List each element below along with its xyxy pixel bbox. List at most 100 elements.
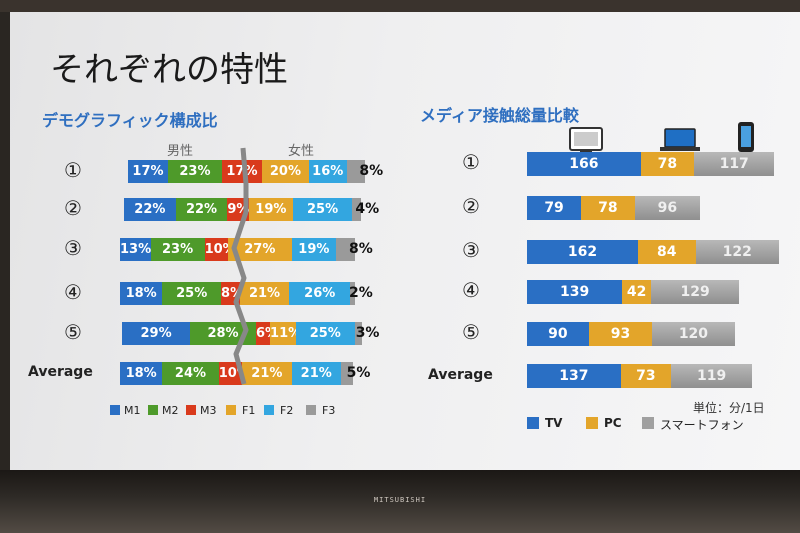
media-row-label: Average bbox=[428, 367, 493, 383]
demographic-bar-segment: 17% bbox=[222, 160, 262, 183]
media-bar-segment: 162 bbox=[527, 240, 638, 264]
demographic-bar-segment bbox=[350, 282, 355, 305]
smartphone-icon bbox=[738, 122, 754, 152]
legend-swatch-smartphone bbox=[642, 417, 654, 429]
gender-divider-line bbox=[231, 147, 249, 385]
demographic-bar-segment: 21% bbox=[242, 362, 292, 385]
demographic-bar-segment: 10% bbox=[204, 238, 236, 261]
legend-label-tv: TV bbox=[545, 416, 563, 430]
media-row-label: ③ bbox=[462, 238, 480, 262]
demographic-bar-segment: 24% bbox=[162, 362, 219, 385]
legend-label-m1: M1 bbox=[124, 404, 141, 417]
media-bar-segment: 166 bbox=[527, 152, 641, 176]
legend-swatch-tv bbox=[527, 417, 539, 429]
demographic-bar-segment bbox=[354, 322, 362, 345]
media-row-label: ② bbox=[462, 194, 480, 218]
demographic-bar-segment: 19% bbox=[291, 238, 337, 261]
demographic-bar-segment: 18% bbox=[120, 282, 163, 305]
demographic-bar-segment bbox=[336, 238, 355, 261]
legend-label-f2: F2 bbox=[280, 404, 294, 417]
demographic-bar-segment bbox=[340, 362, 353, 385]
demographic-bar-segment: 20% bbox=[261, 160, 309, 183]
demographic-bar-segment: 21% bbox=[291, 362, 341, 385]
demographic-bar-segment: 25% bbox=[293, 198, 352, 221]
presentation-slide: それぞれの特性 デモグラフィック構成比 メディア接触総量比較 男性 女性 単位：… bbox=[10, 12, 800, 470]
demographic-bar-segment: 26% bbox=[289, 282, 351, 305]
legend-swatch-pc bbox=[586, 417, 598, 429]
demographic-bar-segment: 17% bbox=[128, 160, 168, 183]
media-bar-segment: 79 bbox=[527, 196, 582, 220]
demographic-chart-title: デモグラフィック構成比 bbox=[42, 111, 218, 130]
legend-swatch-m3 bbox=[186, 405, 196, 415]
media-bar-segment: 117 bbox=[694, 152, 775, 176]
demographic-bar-segment: 25% bbox=[295, 322, 355, 345]
laptop-icon bbox=[660, 128, 700, 151]
demographic-row-label: Average bbox=[28, 364, 93, 380]
demographic-row-label: ④ bbox=[64, 280, 82, 304]
legend-label-smartphone: スマートフォン bbox=[660, 418, 744, 432]
unit-label: 単位：分/1日 bbox=[693, 401, 765, 415]
male-group-label: 男性 bbox=[167, 144, 194, 159]
media-bar-segment: 84 bbox=[637, 240, 696, 264]
demographic-row-label: ⑤ bbox=[64, 320, 82, 344]
demographic-value-label: 3% bbox=[355, 325, 380, 341]
legend-label-pc: PC bbox=[604, 416, 622, 430]
legend-label-f1: F1 bbox=[242, 404, 256, 417]
demographic-value-label: 2% bbox=[349, 285, 373, 301]
legend-swatch-f1 bbox=[226, 405, 236, 415]
media-bar-segment: 129 bbox=[650, 280, 740, 304]
media-bar-segment: 120 bbox=[652, 322, 735, 346]
slide-title: それぞれの特性 bbox=[50, 50, 288, 90]
demographic-value-label: 5% bbox=[346, 365, 371, 381]
media-bar-segment: 119 bbox=[670, 364, 753, 388]
media-bar-segment: 139 bbox=[527, 280, 623, 304]
legend-label-f3: F3 bbox=[322, 404, 336, 417]
tv-icon bbox=[569, 127, 603, 154]
demographic-bar-segment bbox=[351, 198, 362, 221]
demographic-bar-segment: 18% bbox=[120, 362, 163, 385]
demographic-bar-segment: 25% bbox=[162, 282, 222, 305]
monitor-brand-logo: MITSUBISHI bbox=[373, 496, 427, 504]
demographic-bar-segment: 19% bbox=[248, 198, 294, 221]
media-bar-segment: 42 bbox=[622, 280, 651, 304]
demographic-bar-segment: 23% bbox=[167, 160, 222, 183]
media-row-label: ⑤ bbox=[462, 320, 480, 344]
device-icons bbox=[569, 122, 754, 154]
legend-label-m3: M3 bbox=[200, 404, 217, 417]
media-chart-title: メディア接触総量比較 bbox=[420, 106, 579, 125]
demographic-bar-segment: 22% bbox=[124, 198, 176, 221]
demographic-value-label: 8% bbox=[349, 241, 373, 257]
media-bar-segment: 78 bbox=[640, 152, 695, 176]
demographic-row-label: ② bbox=[64, 196, 82, 220]
demographic-bar-segment bbox=[346, 160, 366, 183]
media-bar-segment: 122 bbox=[695, 240, 780, 264]
monitor-bezel-top bbox=[0, 0, 800, 12]
female-group-label: 女性 bbox=[288, 144, 315, 159]
media-bar-segment: 93 bbox=[588, 322, 653, 346]
media-bar-segment: 78 bbox=[581, 196, 635, 220]
demographic-bar-segment: 27% bbox=[228, 238, 292, 261]
media-row-label: ④ bbox=[462, 278, 480, 302]
demographic-bar-segment: 13% bbox=[120, 238, 151, 261]
legend-swatch-f2 bbox=[264, 405, 274, 415]
legend-swatch-m2 bbox=[148, 405, 158, 415]
demographic-row-label: ③ bbox=[64, 236, 82, 260]
demographic-value-label: 4% bbox=[355, 201, 380, 217]
media-bar-segment: 137 bbox=[527, 364, 621, 388]
demographic-bar-segment: 21% bbox=[239, 282, 290, 305]
media-bar-segment: 90 bbox=[527, 322, 589, 346]
legend-swatch-f3 bbox=[306, 405, 316, 415]
demographic-value-label: 8% bbox=[359, 163, 384, 179]
media-row-label: ① bbox=[462, 150, 480, 174]
media-bar-segment: 73 bbox=[620, 364, 671, 388]
demographic-bar-segment: 11% bbox=[270, 322, 301, 345]
legend-swatch-m1 bbox=[110, 405, 120, 415]
demographic-bar-segment: 22% bbox=[175, 198, 228, 221]
demographic-bar-segment: 29% bbox=[122, 322, 191, 345]
monitor-bezel-bottom bbox=[0, 470, 800, 533]
demographic-row-label: ① bbox=[64, 158, 82, 182]
demographic-bar-segment: 16% bbox=[308, 160, 347, 183]
media-bar-segment: 96 bbox=[634, 196, 701, 220]
demographic-bar-segment: 23% bbox=[150, 238, 205, 261]
legend-label-m2: M2 bbox=[162, 404, 179, 417]
